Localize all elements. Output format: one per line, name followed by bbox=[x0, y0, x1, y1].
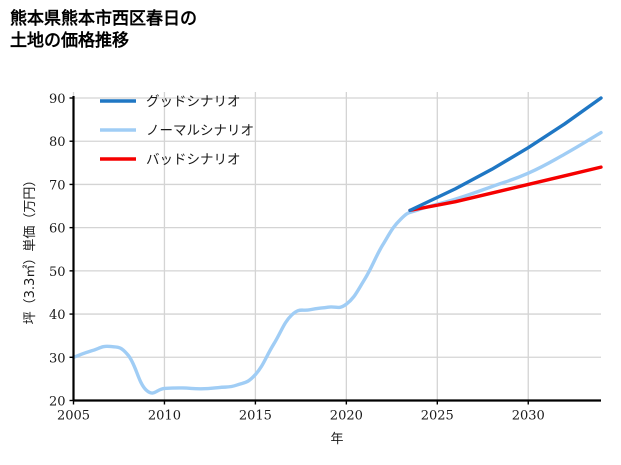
axis-spines bbox=[72, 96, 601, 402]
tick-marks bbox=[69, 97, 529, 405]
y-tick-label: 20 bbox=[49, 395, 66, 410]
y-axis-title: 坪（3.3㎡）単価（万円） bbox=[22, 174, 38, 325]
y-tick-label: 80 bbox=[49, 135, 66, 150]
x-tick-label: 2010 bbox=[148, 409, 181, 424]
x-tick-label: 2030 bbox=[512, 409, 545, 424]
y-tick-label: 60 bbox=[49, 222, 66, 237]
legend-label: グッドシナリオ bbox=[146, 94, 241, 110]
legend-label: バッドシナリオ bbox=[146, 152, 241, 168]
x-tick-label: 2005 bbox=[57, 409, 90, 424]
y-tick-labels: 20 30 40 50 60 70 80 90 bbox=[49, 92, 66, 410]
gridlines bbox=[72, 92, 601, 402]
x-axis-title: 年 bbox=[330, 432, 343, 447]
series-layer bbox=[71, 96, 603, 395]
y-tick-label: 90 bbox=[49, 92, 66, 107]
x-tick-labels: 2005 2010 2015 2020 2025 2030 bbox=[57, 409, 545, 424]
y-tick-label: 40 bbox=[49, 308, 66, 323]
series-line bbox=[71, 130, 603, 395]
x-tick-label: 2025 bbox=[421, 409, 454, 424]
series-line bbox=[408, 165, 603, 213]
x-tick-label: 2020 bbox=[330, 409, 363, 424]
chart-title: 熊本県熊本市西区春日の 土地の価格推移 bbox=[10, 9, 197, 51]
y-tick-label: 50 bbox=[49, 265, 66, 280]
y-tick-label: 30 bbox=[49, 351, 66, 366]
legend-label: ノーマルシナリオ bbox=[146, 123, 254, 139]
series-line bbox=[408, 96, 603, 213]
y-tick-label: 70 bbox=[49, 178, 66, 193]
x-tick-label: 2015 bbox=[239, 409, 272, 424]
